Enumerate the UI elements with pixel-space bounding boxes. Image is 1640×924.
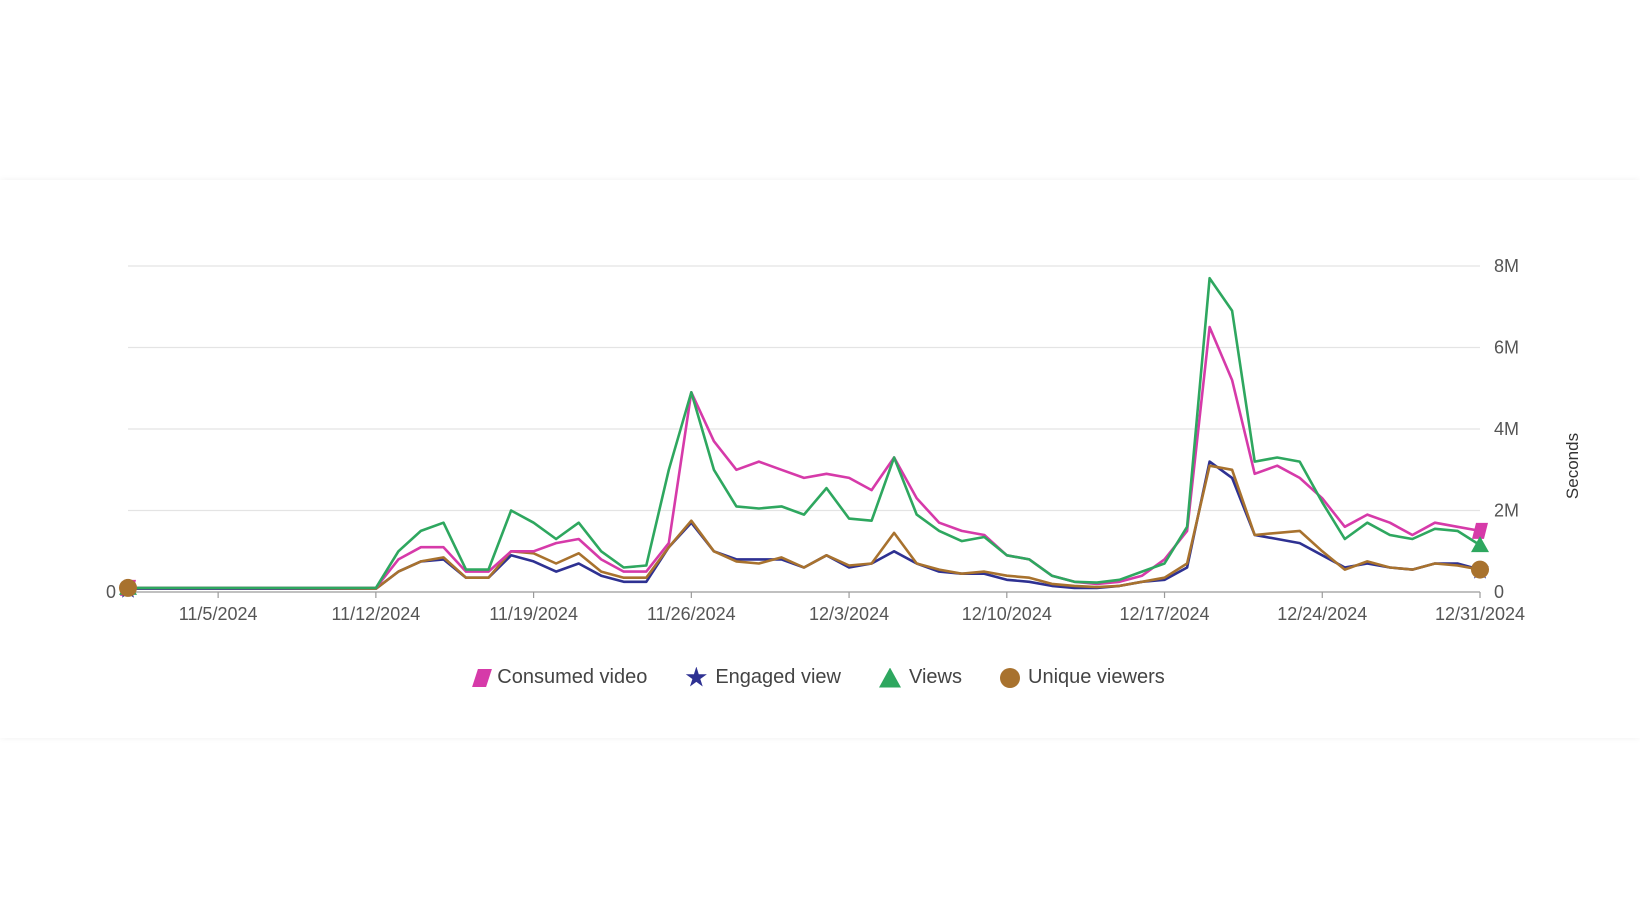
series-lines [128,276,1481,591]
y-axis-right: 0 2M 4M 6M 8M [1494,256,1519,602]
series-line-views[interactable] [128,276,1481,590]
legend-swatch-unique-viewers [1000,667,1020,688]
x-tick-label: 11/19/2024 [489,604,578,624]
x-tick-label: 12/10/2024 [962,604,1052,624]
legend-label: Views [909,666,962,688]
y2-tick-label: 4M [1494,419,1519,439]
x-tick-label: 11/12/2024 [331,604,420,624]
y-tick-label: 0 [106,582,116,602]
x-tick-label: 12/24/2024 [1277,604,1367,624]
legend-label: Consumed video [497,666,648,688]
legend-item-consumed-video[interactable]: Consumed video [472,666,648,689]
y-axis-left: 0 [106,582,116,602]
legend: Consumed video Engaged view Views Unique vi… [0,666,1640,689]
x-axis: 11/5/2024 11/12/2024 11/19/2024 11/26/2024 1… [179,592,1525,624]
series-line-engaged-view[interactable] [128,460,1481,591]
legend-swatch-views [879,667,901,688]
x-tick-label: 11/26/2024 [647,604,736,624]
legend-swatch-engaged-view [685,666,707,687]
series-markers [119,522,1489,598]
legend-item-unique-viewers[interactable]: Unique viewers [1000,666,1165,689]
legend-swatch-consumed-video [472,668,493,687]
gridlines [128,265,1480,593]
legend-item-engaged-view[interactable]: Engaged view [685,666,841,689]
y2-tick-label: 0 [1494,582,1504,602]
legend-item-views[interactable]: Views [879,666,962,689]
y2-tick-label: 6M [1494,338,1519,358]
legend-label: Unique viewers [1028,666,1165,688]
x-tick-label: 11/5/2024 [179,604,258,624]
legend-label: Engaged view [715,666,841,688]
y2-tick-label: 2M [1494,501,1519,521]
marker-views-end[interactable] [1471,536,1489,553]
marker-consumed-video-end[interactable] [1472,522,1488,539]
series-line-unique-viewers[interactable] [128,464,1481,591]
y2-tick-label: 8M [1494,256,1519,276]
chart-card [0,180,1640,738]
x-tick-label: 12/17/2024 [1119,604,1209,624]
x-tick-label: 12/31/2024 [1435,604,1525,624]
marker-unique-viewers-end[interactable] [1471,560,1489,579]
series-line-consumed-video[interactable] [128,325,1481,590]
y2-axis-title: Seconds [1563,433,1582,499]
x-tick-label: 12/3/2024 [809,604,889,624]
marker-unique-viewers-start[interactable] [119,578,137,597]
